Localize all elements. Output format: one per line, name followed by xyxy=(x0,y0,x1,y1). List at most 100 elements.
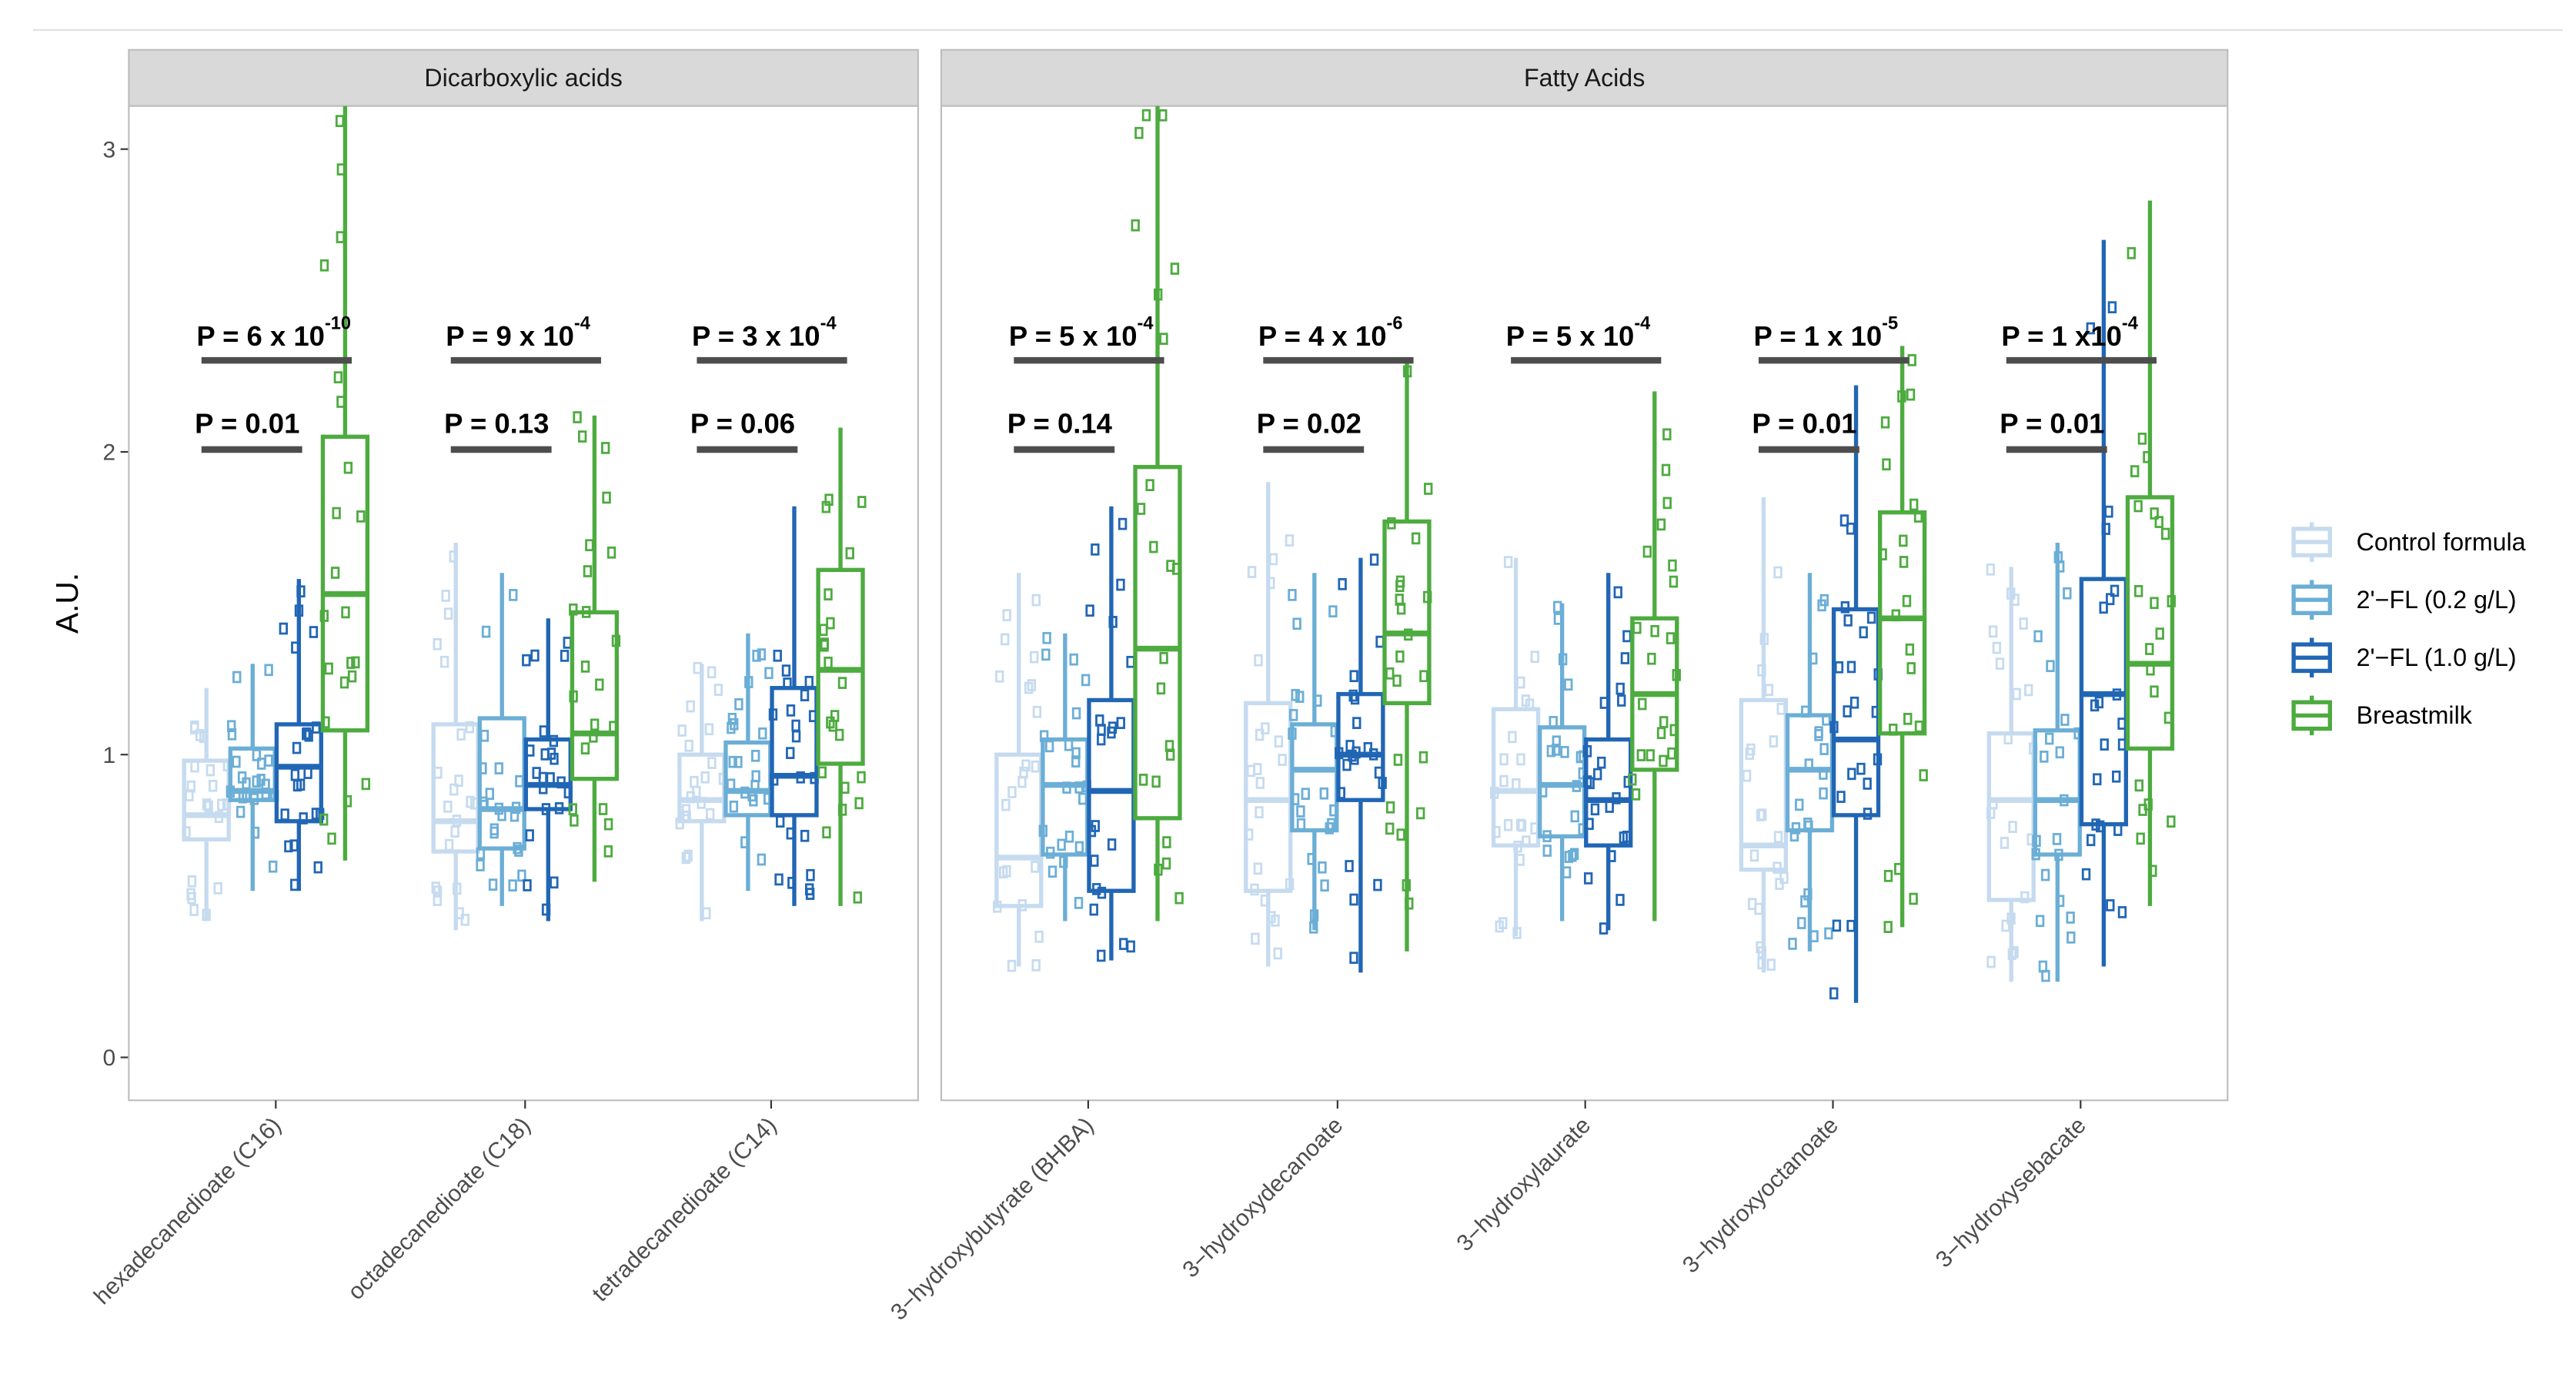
data-point xyxy=(549,734,559,748)
data-point xyxy=(489,823,499,836)
data-point xyxy=(452,814,462,827)
data-point xyxy=(515,774,524,788)
data-point xyxy=(1405,897,1414,910)
data-point xyxy=(1593,768,1602,781)
data-point xyxy=(1599,922,1609,935)
data-point xyxy=(479,799,489,812)
data-point xyxy=(1919,769,1928,781)
data-point xyxy=(1250,883,1259,896)
data-point xyxy=(1568,849,1577,862)
data-point xyxy=(1001,633,1010,646)
data-point xyxy=(2106,899,2115,911)
legend-item: 2'−FL (0.2 g/L) xyxy=(2291,580,2517,620)
data-point xyxy=(589,731,598,743)
data-point xyxy=(1617,694,1626,707)
data-point xyxy=(1986,563,1996,576)
data-point xyxy=(280,808,289,821)
data-point xyxy=(1149,540,1158,554)
data-point xyxy=(1599,697,1609,709)
data-point xyxy=(2095,820,2105,833)
data-point xyxy=(1552,735,1561,748)
data-point xyxy=(222,798,232,811)
data-point xyxy=(1159,651,1168,664)
data-point xyxy=(202,798,212,811)
data-point xyxy=(2167,815,2176,828)
data-point xyxy=(1902,594,1912,607)
data-point xyxy=(1847,768,1856,781)
data-point xyxy=(455,907,464,920)
data-point xyxy=(2146,663,2155,676)
data-point xyxy=(532,767,541,779)
facet-panel: Fatty Acids P = 5 x 10-4 P = 0.14 3−hydroxy… xyxy=(886,48,2229,1326)
data-point xyxy=(1032,705,1042,718)
data-point xyxy=(1662,428,1672,441)
data-point xyxy=(2055,895,2065,908)
data-point xyxy=(2060,714,2070,726)
facet-strip xyxy=(940,48,2229,107)
data-point xyxy=(226,785,236,798)
data-point xyxy=(250,826,260,839)
data-point xyxy=(1385,667,1395,680)
data-point xyxy=(713,684,723,696)
data-point xyxy=(227,720,236,733)
p-value-label: P = 5 x 10-4 xyxy=(1009,313,1154,351)
data-point xyxy=(1166,748,1175,761)
data-point xyxy=(758,727,767,740)
data-point xyxy=(1512,927,1522,939)
data-point xyxy=(488,878,498,891)
data-point xyxy=(822,826,831,839)
data-point xyxy=(2066,931,2076,944)
data-point xyxy=(1647,652,1656,665)
data-point xyxy=(681,851,691,865)
data-point xyxy=(261,788,270,800)
data-point xyxy=(1030,651,1039,664)
data-point xyxy=(1909,498,1919,511)
data-point xyxy=(1866,611,1876,624)
data-point xyxy=(702,907,711,920)
y-axis-label: A.U. xyxy=(49,573,85,634)
data-point xyxy=(2167,595,2176,607)
data-point xyxy=(1404,628,1413,641)
data-point xyxy=(554,802,564,814)
data-point xyxy=(1348,689,1358,702)
data-point xyxy=(1878,548,1887,560)
p-value-label: P = 0.01 xyxy=(2000,408,2104,440)
data-point xyxy=(1092,883,1101,895)
data-point xyxy=(1071,707,1081,720)
data-point xyxy=(1145,479,1154,491)
data-point xyxy=(2133,584,2143,597)
data-point xyxy=(690,775,699,788)
data-point xyxy=(1424,483,1433,495)
data-point xyxy=(539,725,549,737)
data-point xyxy=(1071,747,1081,760)
data-point xyxy=(826,617,835,630)
data-point xyxy=(465,721,475,734)
data-point xyxy=(2010,946,2019,958)
data-point xyxy=(603,818,613,831)
data-point xyxy=(1288,727,1297,740)
data-point xyxy=(1345,740,1355,752)
data-point xyxy=(730,717,739,731)
data-point xyxy=(1669,575,1679,588)
data-point xyxy=(1757,664,1766,677)
data-point xyxy=(606,546,616,559)
data-point xyxy=(1856,762,1866,775)
p-value-label: P = 0.14 xyxy=(1007,408,1113,440)
data-point xyxy=(1883,870,1893,882)
data-point xyxy=(1307,852,1316,865)
data-point xyxy=(556,776,566,789)
data-point xyxy=(1071,755,1081,768)
x-tick-label: 3−hydroxybutyrate (BHBA) xyxy=(886,1112,1098,1325)
data-point xyxy=(2045,732,2054,745)
data-point xyxy=(1656,518,1666,531)
data-point xyxy=(1069,653,1078,666)
data-point xyxy=(182,826,191,838)
legend-item: Control formula xyxy=(2291,522,2526,562)
data-point xyxy=(2130,465,2140,477)
data-point xyxy=(1995,657,2005,670)
data-point xyxy=(580,661,590,673)
data-point xyxy=(1776,703,1786,715)
data-point xyxy=(1352,717,1362,729)
data-point xyxy=(1416,807,1425,820)
